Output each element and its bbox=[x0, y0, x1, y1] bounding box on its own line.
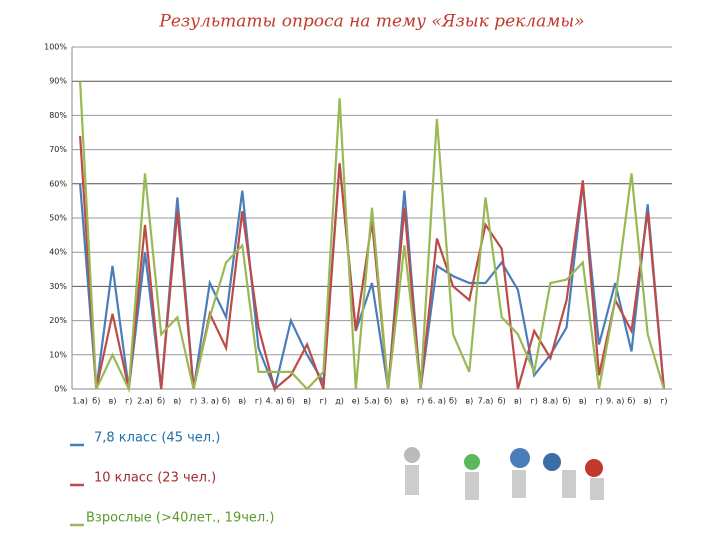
x-tick-label: б) bbox=[563, 397, 571, 406]
y-tick-label: 80% bbox=[49, 111, 67, 120]
x-tick-label: г) bbox=[660, 397, 667, 406]
x-tick-label: 7.а) bbox=[478, 397, 494, 406]
x-tick-label: 6. а) bbox=[428, 397, 446, 406]
x-tick-label: в) bbox=[465, 397, 473, 406]
x-tick-label: б) bbox=[157, 397, 165, 406]
legend-label: 7,8 класс (45 чел.) bbox=[94, 431, 220, 446]
x-tick-label: в) bbox=[644, 397, 652, 406]
x-tick-label: г) bbox=[530, 397, 537, 406]
x-tick-label: 8.а) bbox=[543, 397, 559, 406]
y-tick-label: 10% bbox=[49, 350, 67, 359]
y-tick-label: 100% bbox=[44, 43, 67, 52]
y-tick-label: 70% bbox=[49, 145, 67, 154]
series-line bbox=[79, 163, 665, 393]
y-tick-label: 30% bbox=[49, 282, 67, 291]
y-tick-label: 90% bbox=[49, 77, 67, 86]
y-tick-label: 40% bbox=[49, 248, 67, 257]
x-tick-label: в) bbox=[303, 397, 311, 406]
x-tick-label: в) bbox=[514, 397, 522, 406]
x-tick-label: б) bbox=[287, 397, 295, 406]
x-tick-label: 5.а) bbox=[364, 397, 380, 406]
y-tick-label: 20% bbox=[49, 316, 67, 325]
legend-label: Взрослые (>40лет., 19чел.) bbox=[86, 511, 274, 526]
x-tick-label: б) bbox=[627, 397, 635, 406]
x-tick-label: б) bbox=[449, 397, 457, 406]
x-tick-label: г) bbox=[595, 397, 602, 406]
series-line bbox=[79, 81, 665, 394]
x-tick-label: г) bbox=[255, 397, 262, 406]
x-tick-label: г) bbox=[125, 397, 132, 406]
x-tick-label: д) bbox=[335, 397, 344, 406]
x-tick-label: в) bbox=[173, 397, 181, 406]
x-tick-label: е) bbox=[352, 397, 360, 406]
x-tick-label: г) bbox=[417, 397, 424, 406]
series-line bbox=[79, 135, 665, 391]
x-tick-label: в) bbox=[401, 397, 409, 406]
chart-title: Результаты опроса на тему «Язык рекламы» bbox=[158, 12, 584, 32]
x-tick-label: 4. а) bbox=[266, 397, 284, 406]
x-tick-label: б) bbox=[92, 397, 100, 406]
x-tick-label: 9. а) bbox=[606, 397, 624, 406]
legend-label: 10 класс (23 чел.) bbox=[94, 471, 216, 486]
decoration bbox=[404, 447, 604, 500]
x-tick-label: 2.а) bbox=[137, 397, 153, 406]
x-tick-label: 3. а) bbox=[201, 397, 219, 406]
x-tick-label: г) bbox=[190, 397, 197, 406]
y-tick-label: 60% bbox=[49, 179, 67, 188]
x-tick-label: г) bbox=[320, 397, 327, 406]
y-tick-label: 0% bbox=[54, 385, 67, 394]
x-tick-label: б) bbox=[222, 397, 230, 406]
x-tick-label: в) bbox=[109, 397, 117, 406]
x-tick-label: в) bbox=[579, 397, 587, 406]
x-tick-label: в) bbox=[238, 397, 246, 406]
y-tick-label: 50% bbox=[49, 214, 67, 223]
x-tick-label: 1.а) bbox=[72, 397, 88, 406]
x-tick-label: б) bbox=[498, 397, 506, 406]
x-tick-label: б) bbox=[384, 397, 392, 406]
